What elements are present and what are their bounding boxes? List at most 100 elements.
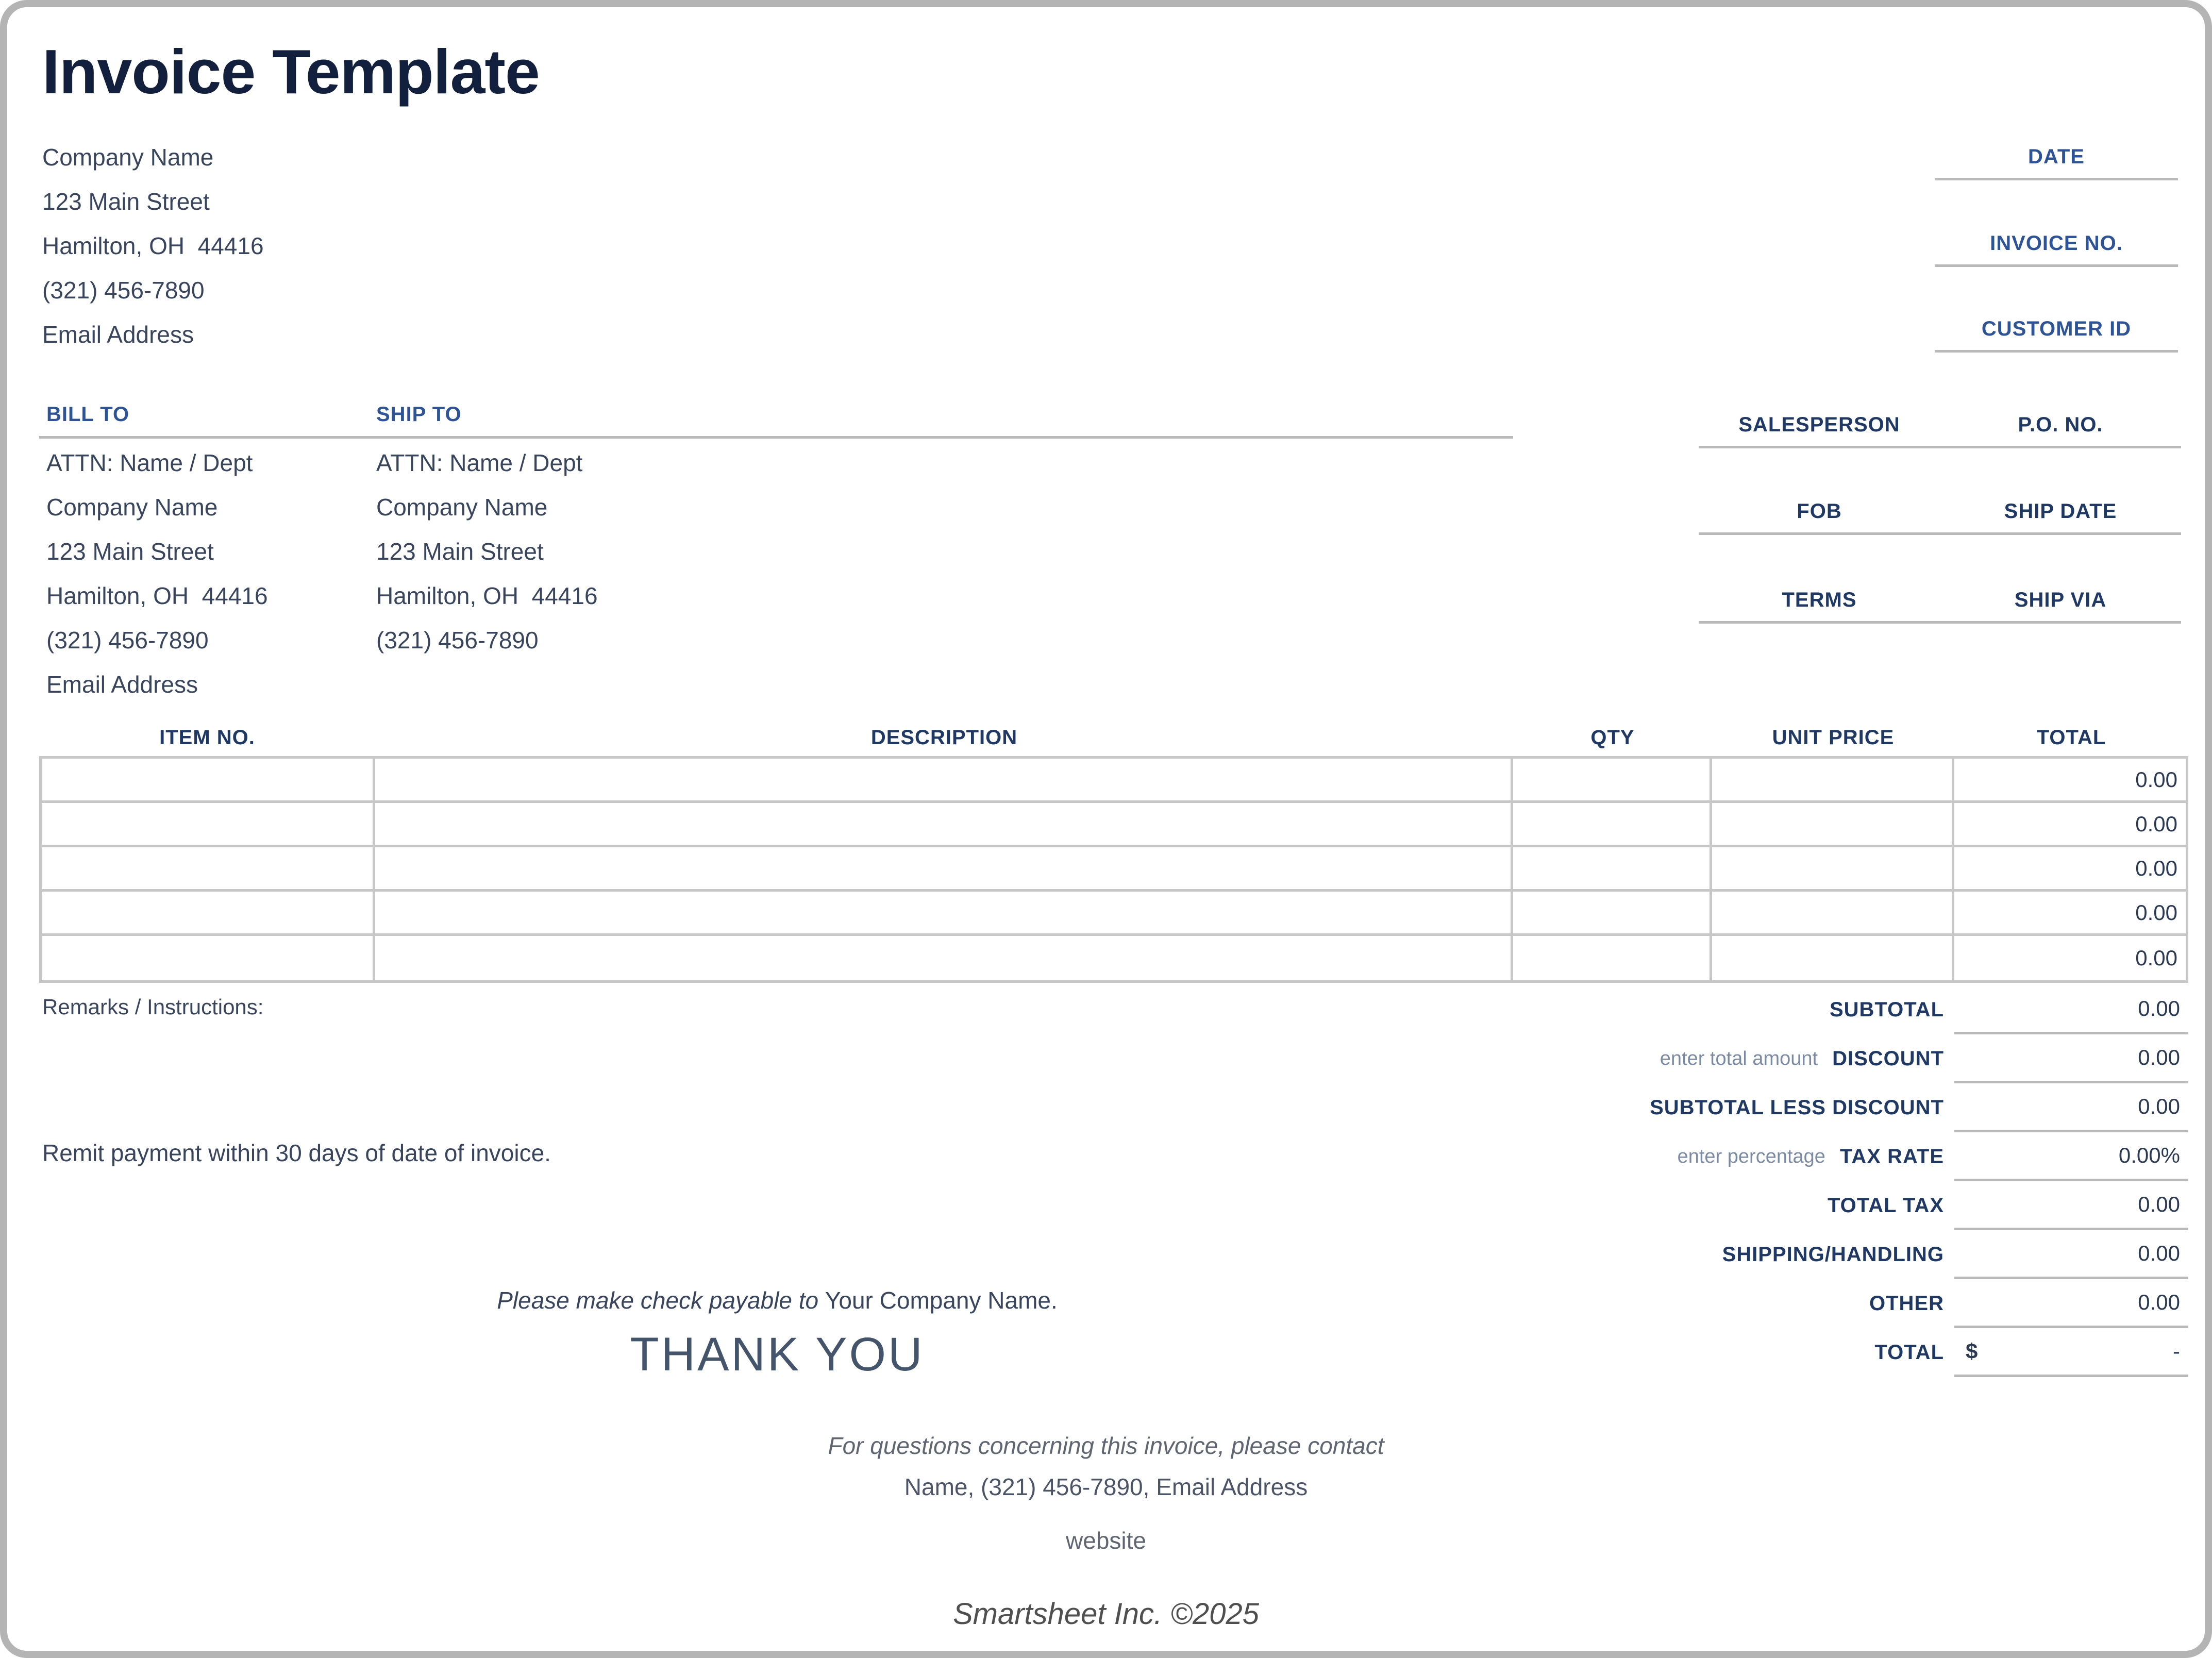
discount-amount[interactable]: 0.00 — [1954, 1034, 2188, 1083]
total-cell[interactable]: 0.00 — [2135, 811, 2177, 836]
shipping-handling-amount[interactable]: 0.00 — [1954, 1230, 2188, 1279]
subtotal-less-discount-row: SUBTOTAL LESS DISCOUNT 0.00 — [1337, 1083, 2188, 1132]
ship-to-city: Hamilton, OH 44416 — [376, 582, 598, 609]
total-cell[interactable]: 0.00 — [2135, 946, 2177, 970]
company-email: Email Address — [42, 321, 194, 348]
footer-website[interactable]: website — [1066, 1527, 1146, 1554]
description-cell[interactable] — [375, 847, 1513, 889]
ship-to-company: Company Name — [376, 494, 548, 521]
col-description: DESCRIPTION — [870, 726, 1018, 749]
customer-id-label: CUSTOMER ID — [1981, 317, 2132, 340]
bill-ship-section: BILL TO SHIP TO ATTN: Name / Dept Compan… — [39, 403, 1513, 698]
qty-cell[interactable] — [1513, 803, 1712, 845]
remarks-label: Remarks / Instructions: — [42, 995, 264, 1019]
tax-rate-amount[interactable]: 0.00% — [1954, 1132, 2188, 1181]
description-cell[interactable] — [375, 803, 1513, 845]
ship-to-heading: SHIP TO — [376, 403, 462, 426]
description-cell[interactable] — [375, 892, 1513, 933]
total-cell[interactable]: 0.00 — [2135, 856, 2177, 880]
po-no-label: P.O. NO. — [2018, 413, 2103, 436]
unit-price-cell[interactable] — [1712, 936, 1954, 980]
col-unit-price: UNIT PRICE — [1772, 726, 1895, 749]
other-amount[interactable]: 0.00 — [1954, 1279, 2188, 1328]
fob-label: FOB — [1797, 500, 1842, 523]
total-tax-row: TOTAL TAX 0.00 — [1337, 1181, 2188, 1230]
qty-cell[interactable] — [1513, 936, 1712, 980]
col-item-no: ITEM NO. — [159, 726, 255, 749]
item-no-cell[interactable] — [42, 759, 375, 800]
company-phone: (321) 456-7890 — [42, 277, 205, 304]
shipping-handling-row: SHIPPING/HANDLING 0.00 — [1337, 1230, 2188, 1279]
other-label: OTHER — [1869, 1292, 1944, 1315]
ship-to-address: ATTN: Name / Dept Company Name 123 Main … — [376, 441, 598, 662]
totals-section: SUBTOTAL 0.00 enter total amount DISCOUN… — [1337, 985, 2188, 1377]
ship-to-phone: (321) 456-7890 — [376, 627, 539, 654]
table-row: 0.00 — [42, 892, 2186, 936]
discount-row: enter total amount DISCOUNT 0.00 — [1337, 1034, 2188, 1083]
tax-rate-row: enter percentage TAX RATE 0.00% — [1337, 1132, 2188, 1181]
subtotal-less-discount-amount[interactable]: 0.00 — [1954, 1083, 2188, 1132]
ship-date-label: SHIP DATE — [2004, 500, 2117, 523]
check-payable-prefix: Please make check payable to — [497, 1287, 825, 1314]
description-cell[interactable] — [375, 759, 1513, 800]
line-items-body: 0.00 0.00 0.00 0.00 — [39, 756, 2188, 983]
unit-price-cell[interactable] — [1712, 759, 1954, 800]
fob-shipdate-fields[interactable]: FOB SHIP DATE — [1699, 483, 2181, 535]
unit-price-cell[interactable] — [1712, 892, 1954, 933]
ship-to-attn: ATTN: Name / Dept — [376, 449, 583, 476]
footer-copyright: Smartsheet Inc. ©2025 — [952, 1597, 1260, 1631]
date-label: DATE — [2028, 145, 2085, 168]
discount-helper-text: enter total amount — [1660, 1048, 1818, 1069]
item-no-cell[interactable] — [42, 847, 375, 889]
salesperson-label: SALESPERSON — [1738, 413, 1900, 436]
customer-id-field[interactable]: CUSTOMER ID — [1935, 303, 2178, 353]
qty-cell[interactable] — [1513, 892, 1712, 933]
ship-to-street: 123 Main Street — [376, 538, 544, 565]
table-row: 0.00 — [42, 936, 2186, 980]
item-no-cell[interactable] — [42, 892, 375, 933]
item-no-cell[interactable] — [42, 936, 375, 980]
other-row: OTHER 0.00 — [1337, 1279, 2188, 1328]
bill-to-city: Hamilton, OH 44416 — [46, 582, 268, 609]
thank-you-text: THANK YOU — [630, 1328, 925, 1381]
unit-price-cell[interactable] — [1712, 847, 1954, 889]
date-field[interactable]: DATE — [1935, 131, 2178, 180]
total-cell[interactable]: 0.00 — [2135, 900, 2177, 925]
subtotal-amount[interactable]: 0.00 — [1954, 985, 2188, 1034]
company-name: Company Name — [42, 144, 214, 171]
line-items-header: ITEM NO. DESCRIPTION QTY UNIT PRICE TOTA… — [39, 719, 2188, 756]
qty-cell[interactable] — [1513, 847, 1712, 889]
table-row: 0.00 — [42, 803, 2186, 847]
total-cell[interactable]: 0.00 — [2135, 767, 2177, 792]
page-title: Invoice Template — [42, 37, 540, 107]
subtotal-label: SUBTOTAL — [1829, 998, 1944, 1021]
bill-to-address: ATTN: Name / Dept Company Name 123 Main … — [46, 441, 268, 707]
grand-total-amount[interactable]: $ - — [1954, 1328, 2188, 1377]
terms-shipvia-fields[interactable]: TERMS SHIP VIA — [1699, 572, 2181, 624]
invoice-no-field[interactable]: INVOICE NO. — [1935, 217, 2178, 267]
payee-name: Your Company Name. — [825, 1287, 1058, 1314]
total-tax-amount[interactable]: 0.00 — [1954, 1181, 2188, 1230]
terms-label: TERMS — [1782, 589, 1857, 611]
subtotal-row: SUBTOTAL 0.00 — [1337, 985, 2188, 1034]
table-row: 0.00 — [42, 759, 2186, 803]
qty-cell[interactable] — [1513, 759, 1712, 800]
payment-terms-note: Remit payment within 30 days of date of … — [42, 1140, 551, 1166]
unit-price-cell[interactable] — [1712, 803, 1954, 845]
shipping-handling-label: SHIPPING/HANDLING — [1722, 1243, 1944, 1266]
total-tax-label: TOTAL TAX — [1827, 1194, 1944, 1217]
grand-total-label: TOTAL — [1874, 1341, 1944, 1364]
footer-contact-line1: For questions concerning this invoice, p… — [828, 1432, 1384, 1459]
bill-to-email: Email Address — [46, 671, 198, 698]
bill-to-phone: (321) 456-7890 — [46, 627, 209, 654]
col-qty: QTY — [1590, 726, 1635, 749]
salesperson-po-fields[interactable]: SALESPERSON P.O. NO. — [1699, 397, 2181, 448]
company-street: 123 Main Street — [42, 188, 210, 215]
discount-label: DISCOUNT — [1832, 1047, 1944, 1070]
company-city: Hamilton, OH 44416 — [42, 232, 264, 259]
line-items-table: ITEM NO. DESCRIPTION QTY UNIT PRICE TOTA… — [39, 719, 2188, 983]
tax-rate-helper-text: enter percentage — [1677, 1146, 1825, 1167]
description-cell[interactable] — [375, 936, 1513, 980]
item-no-cell[interactable] — [42, 803, 375, 845]
